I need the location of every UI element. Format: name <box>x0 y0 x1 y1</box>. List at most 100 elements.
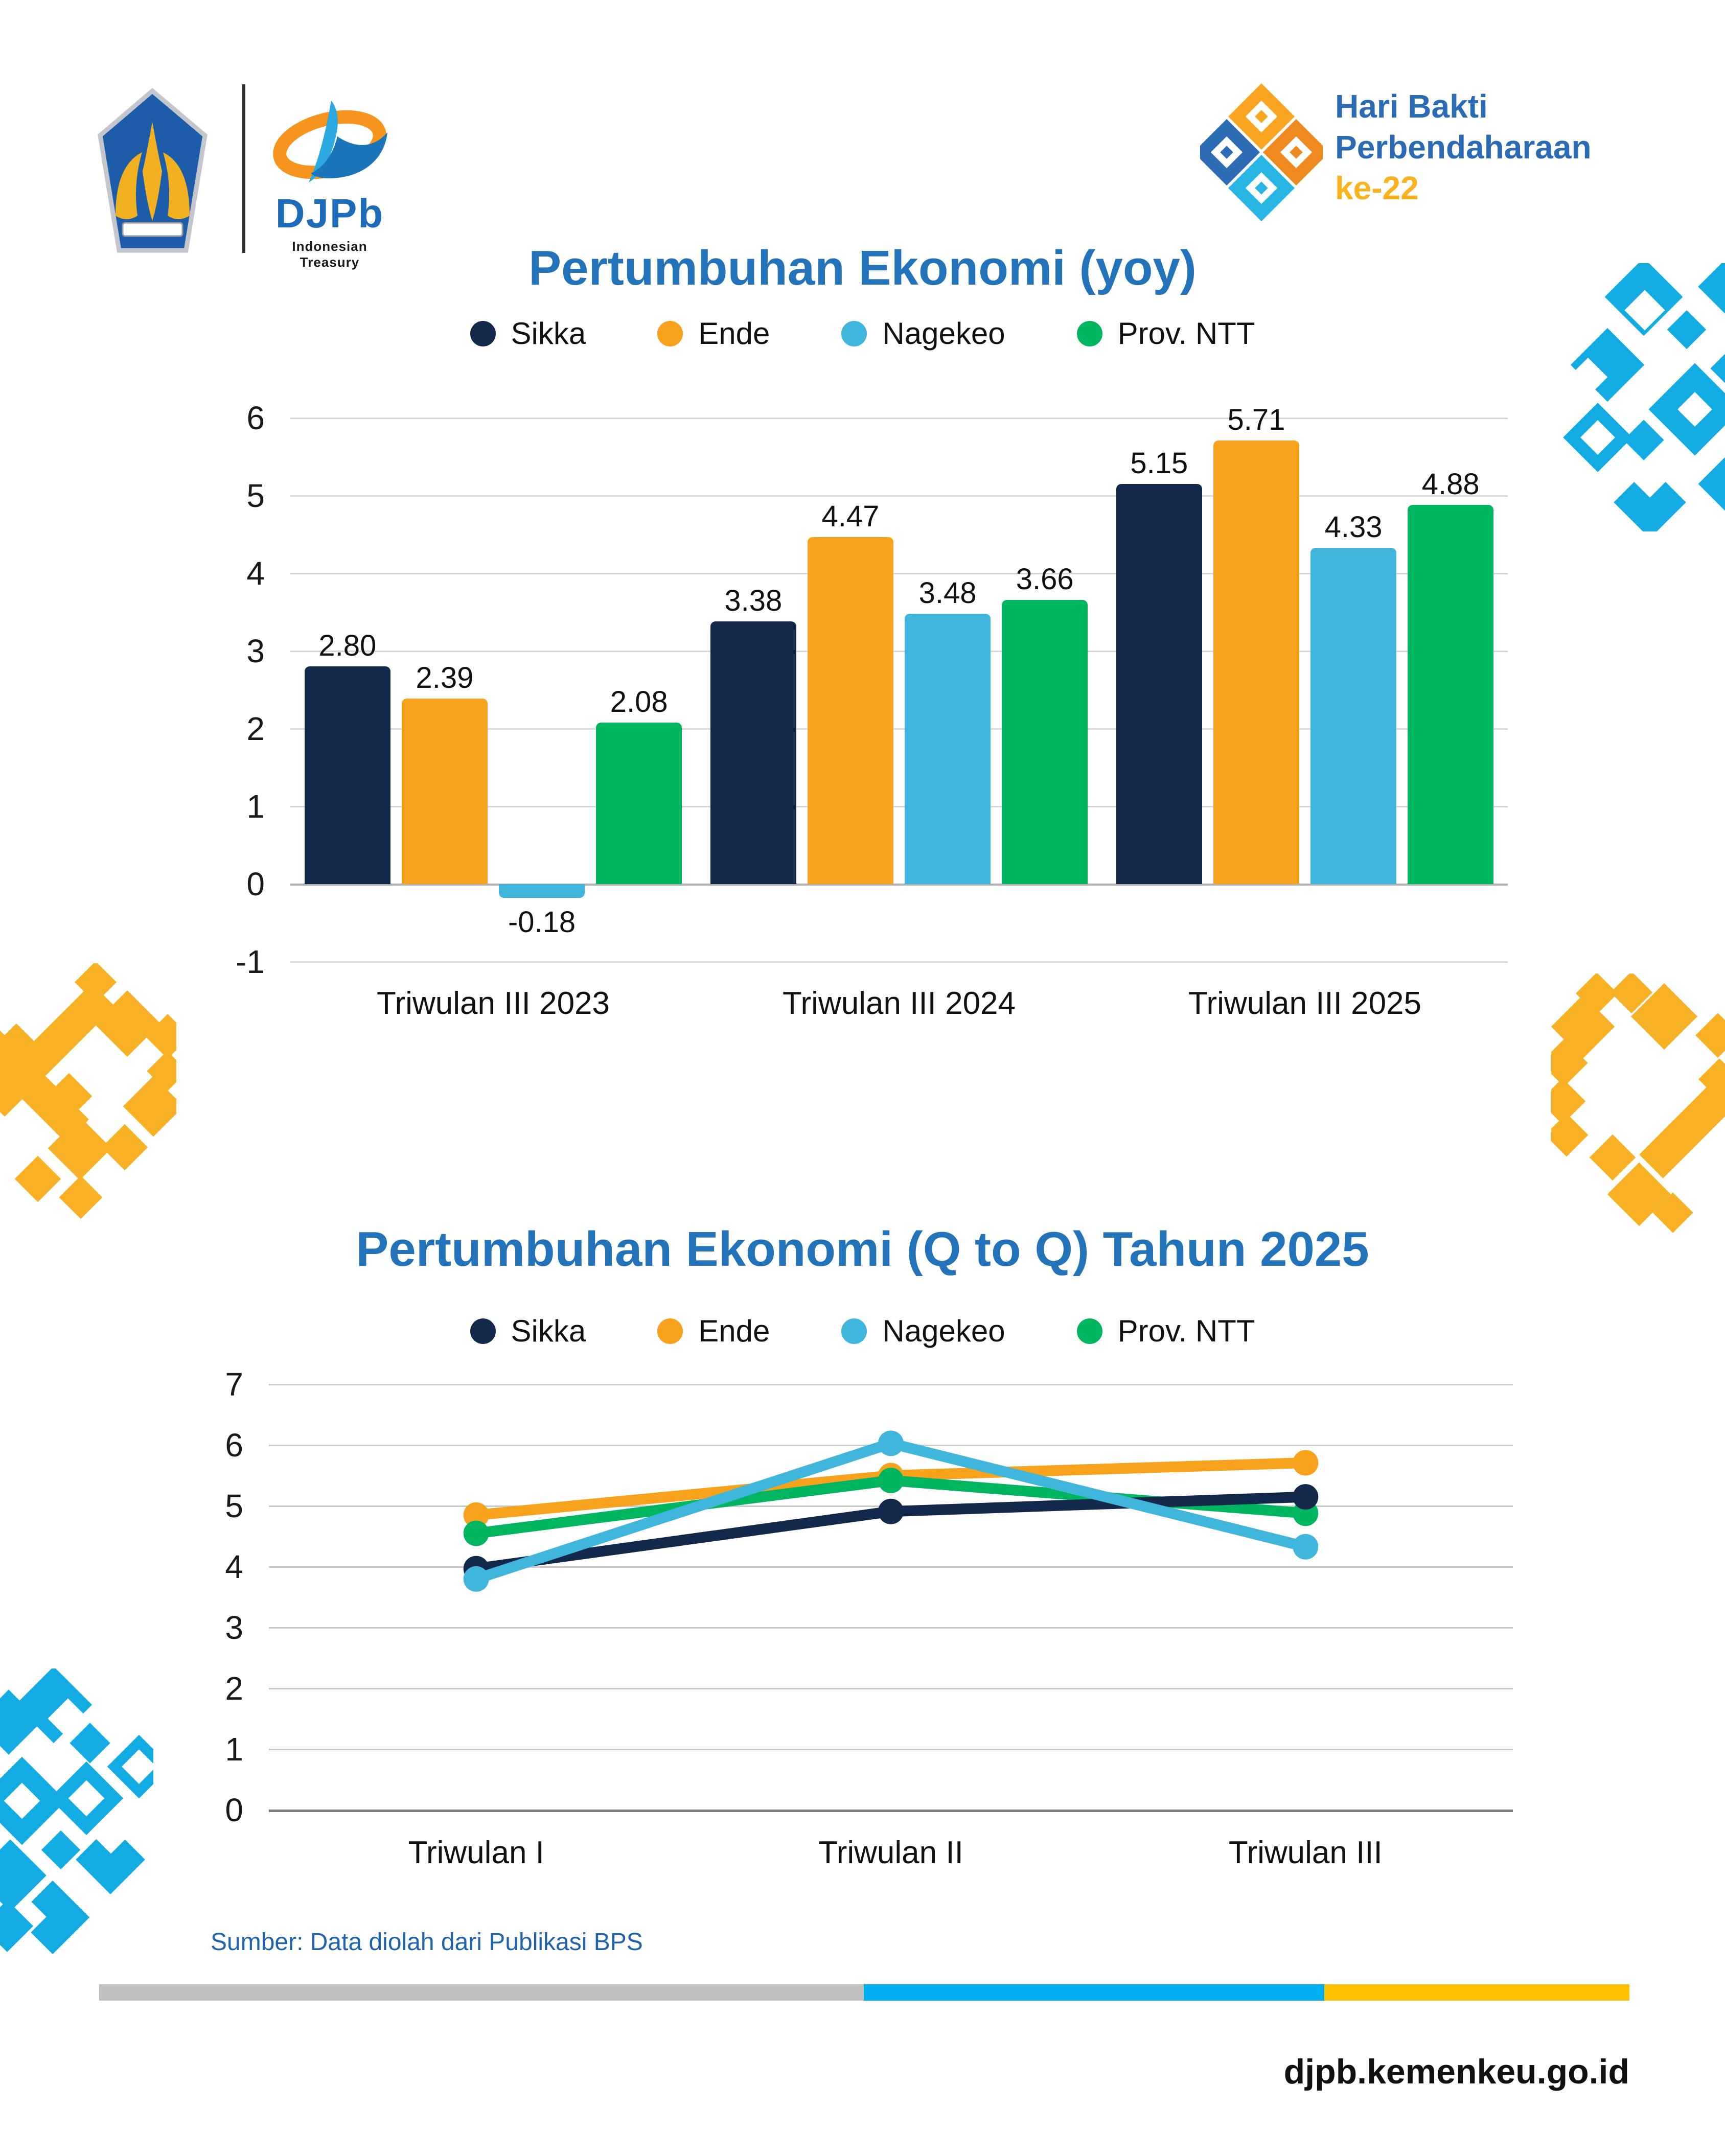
bar-Nagekeo-Triwulan III 2025 <box>1310 547 1397 884</box>
bar-value-label: 3.48 <box>918 576 977 610</box>
legend-label: Sikka <box>511 1314 586 1348</box>
legend-marker-icon <box>470 1318 496 1344</box>
gridline-y-6 <box>290 418 1508 419</box>
line-chart: 7 6 5 4 3 2 1 0 Triwulan I Triwulan II Triwulan II… <box>225 1366 1513 1870</box>
data-point-Nagekeo-Triwulan III <box>1293 1534 1319 1560</box>
decor-pattern-mid-left-icon <box>0 963 176 1219</box>
legend-item-nagekeo: Nagekeo <box>841 1313 1005 1349</box>
legend-marker-icon <box>657 320 683 346</box>
decor-pattern-mid-right-icon <box>1551 973 1725 1233</box>
bar-Prov. NTT-Triwulan III 2024 <box>1002 599 1088 884</box>
line-chart-legend: Sikka Ende Nagekeo Prov. NTT <box>0 1313 1725 1349</box>
data-point-Prov. NTT-Triwulan I <box>463 1520 489 1546</box>
y-axis-tick-1: 1 <box>225 1731 243 1768</box>
legend-label: Prov. NTT <box>1117 1314 1255 1348</box>
data-point-Ende-Triwulan I <box>463 1502 489 1528</box>
bar-value-label: 2.08 <box>610 685 668 718</box>
gridline-y-2 <box>290 728 1508 730</box>
hbp-anniversary-text: Hari Bakti Perbendaharaan ke-22 <box>1335 86 1592 208</box>
gridline-y-0 <box>269 1810 1513 1812</box>
legend-label: Sikka <box>511 316 586 351</box>
bar-Ende-Triwulan III 2025 <box>1213 441 1299 884</box>
gridline-y-3 <box>290 651 1508 652</box>
x-axis-label-Triwulan I: Triwulan I <box>408 1835 544 1870</box>
legend-item-ende: Ende <box>657 1313 770 1349</box>
y-axis-tick--1: -1 <box>236 943 265 980</box>
legend-marker-icon <box>841 1318 867 1344</box>
line-chart-title: Pertumbuhan Ekonomi (Q to Q) Tahun 2025 <box>356 1222 1369 1277</box>
decor-pattern-bottom-left-icon <box>0 1668 153 1955</box>
bar-value-label: -0.18 <box>508 906 576 939</box>
gridline-y-5 <box>290 495 1508 497</box>
bar-value-label: 2.39 <box>416 661 474 694</box>
hbp-line3: ke-22 <box>1335 170 1419 206</box>
legend-item-sikka: Sikka <box>470 1313 586 1349</box>
y-axis-tick-3: 3 <box>225 1609 243 1646</box>
legend-item-prov-ntt: Prov. NTT <box>1076 316 1255 351</box>
y-axis-tick-5: 5 <box>246 477 265 514</box>
djpb-logo: DJPb Indonesian Treasury <box>266 100 394 270</box>
djpb-wordmark: DJPb <box>275 191 384 236</box>
gridline-y-7 <box>269 1384 1513 1385</box>
bar-value-label: 4.33 <box>1324 510 1383 544</box>
hbp-line2: Perbendaharaan <box>1335 129 1592 166</box>
legend-item-ende: Ende <box>657 316 770 351</box>
bar-value-label: 4.47 <box>821 499 880 533</box>
legend-marker-icon <box>470 320 496 346</box>
bar-Nagekeo-Triwulan III 2024 <box>905 614 991 884</box>
bar-Prov. NTT-Triwulan III 2023 <box>596 722 682 884</box>
legend-item-prov-ntt: Prov. NTT <box>1076 1313 1255 1349</box>
x-axis-label-Triwulan III 2024: Triwulan III 2024 <box>782 986 1016 1021</box>
gridline-y-2 <box>269 1688 1513 1689</box>
data-point-Sikka-Triwulan III <box>1293 1484 1319 1510</box>
y-axis-tick-2: 2 <box>225 1670 243 1707</box>
x-axis-label-Triwulan III 2023: Triwulan III 2023 <box>376 986 610 1021</box>
bar-Sikka-Triwulan III 2025 <box>1116 484 1202 884</box>
legend-label: Nagekeo <box>882 1314 1005 1348</box>
y-axis-tick-4: 4 <box>225 1548 243 1585</box>
hbp-line1: Hari Bakti <box>1335 88 1488 125</box>
decor-pattern-top-right-icon <box>1563 263 1725 531</box>
bar-value-label: 5.71 <box>1227 403 1285 437</box>
gridline-y-0 <box>290 884 1508 886</box>
gridline-y-1 <box>269 1749 1513 1750</box>
bar-Sikka-Triwulan III 2023 <box>304 666 390 884</box>
footer-bar-yellow-segment <box>1324 1984 1629 2001</box>
bar-value-label: 3.38 <box>724 584 783 618</box>
footer-bar-cyan-segment <box>864 1984 1324 2001</box>
legend-label: Ende <box>698 316 770 351</box>
bar-value-label: 4.88 <box>1421 468 1480 501</box>
djpb-tagline: Indonesian Treasury <box>292 239 367 270</box>
bar-value-label: 5.15 <box>1130 447 1188 480</box>
djpb-logo-icon <box>273 101 387 182</box>
legend-marker-icon <box>1076 1318 1102 1344</box>
source-note: Sumber: Data diolah dari Publikasi BPS <box>211 1929 643 1956</box>
gridline-y-1 <box>290 806 1508 807</box>
kemenkeu-emblem-icon <box>98 88 208 253</box>
y-axis-tick-2: 2 <box>246 710 265 747</box>
legend-item-sikka: Sikka <box>470 316 586 351</box>
gridline-y-4 <box>269 1566 1513 1568</box>
line-chart-canvas <box>463 1430 1319 1592</box>
y-axis-tick-0: 0 <box>225 1792 243 1828</box>
legend-item-nagekeo: Nagekeo <box>841 316 1005 351</box>
bar-Ende-Triwulan III 2023 <box>401 698 488 884</box>
data-point-Prov. NTT-Triwulan II <box>878 1468 904 1494</box>
data-point-Sikka-Triwulan II <box>878 1498 904 1524</box>
bar-Prov. NTT-Triwulan III 2025 <box>1408 505 1494 884</box>
legend-label: Nagekeo <box>882 316 1005 351</box>
x-axis-label-Triwulan III 2025: Triwulan III 2025 <box>1188 986 1422 1021</box>
legend-label: Ende <box>698 1314 770 1348</box>
website-url: djpb.kemenkeu.go.id <box>1283 2052 1629 2091</box>
data-point-Nagekeo-Triwulan I <box>463 1566 489 1592</box>
y-axis-tick-4: 4 <box>246 555 265 592</box>
legend-marker-icon <box>1076 320 1102 346</box>
header-divider <box>242 84 245 253</box>
data-point-Nagekeo-Triwulan II <box>878 1430 904 1456</box>
footer-bar-gray-segment <box>99 1984 864 2001</box>
hbp-anniversary-logo-icon <box>1200 83 1323 222</box>
bar-value-label: 2.80 <box>318 629 377 663</box>
gridline-y--1 <box>290 961 1508 963</box>
y-axis-tick-7: 7 <box>225 1366 243 1403</box>
